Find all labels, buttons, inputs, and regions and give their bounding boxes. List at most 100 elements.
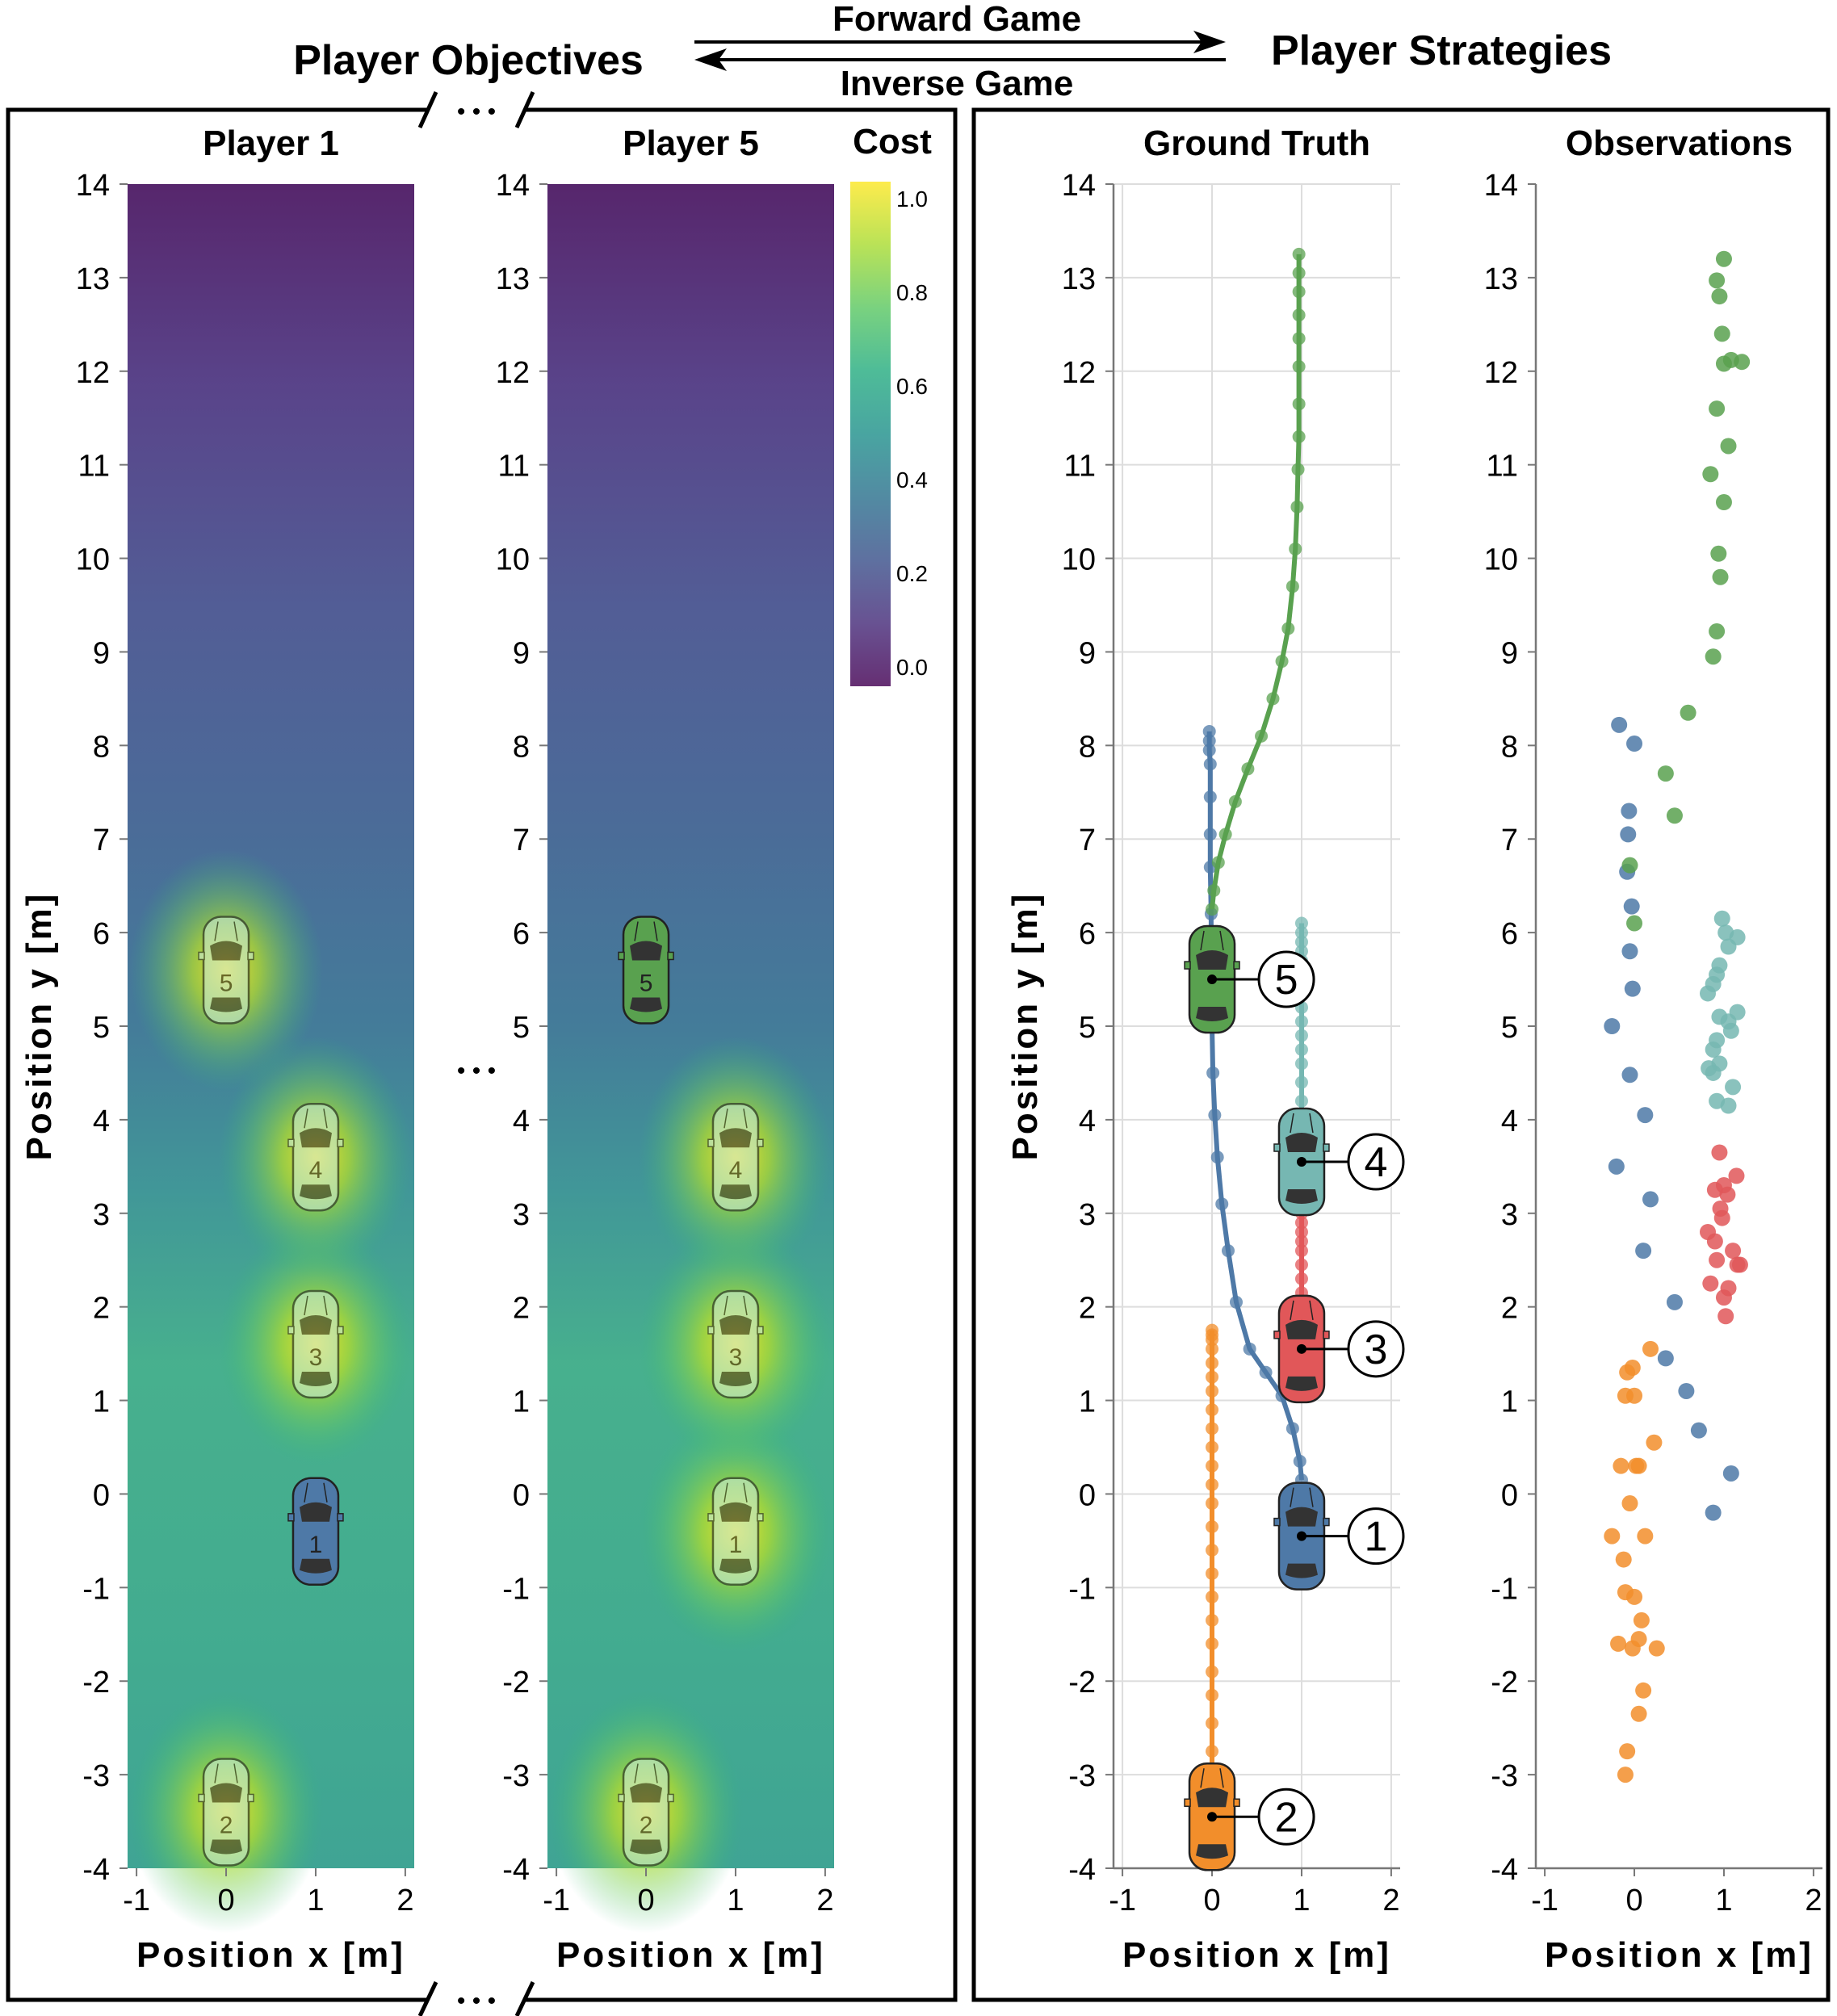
y-tick-label: 9: [1079, 636, 1096, 670]
frame-break-bottom-left: [417, 1980, 438, 2016]
y-tick-label: 1: [1079, 1385, 1096, 1419]
observation-point: [1621, 943, 1638, 960]
y-tick-label: -2: [1068, 1666, 1096, 1700]
x-tick-label: 2: [1382, 1884, 1399, 1918]
car-hood-line: [1290, 1487, 1294, 1507]
y-tick-label: 3: [93, 1198, 110, 1232]
trajectory-point: [1206, 1384, 1219, 1398]
series-player-2: [1206, 1323, 1219, 1819]
car-hood-line: [653, 1763, 658, 1783]
observation-point: [1621, 1495, 1638, 1512]
trajectory-point: [1203, 790, 1217, 804]
chart-panel-3: Ground Truth-4-3-2-101234567891011121314…: [1005, 124, 1405, 1975]
car-hood-line: [1309, 1300, 1314, 1320]
x-tick-label: 2: [816, 1884, 833, 1918]
car-hood-line: [304, 1295, 308, 1316]
y-tick-label: 7: [1079, 824, 1096, 857]
observation-point: [1630, 1705, 1647, 1722]
observation-point: [1709, 272, 1726, 289]
y-tick-label: 12: [1062, 356, 1096, 390]
panel-title: Ground Truth: [1143, 124, 1370, 163]
trajectory-point: [1294, 1225, 1308, 1239]
trajectory-point: [1294, 935, 1308, 949]
car-hood-line: [723, 1482, 728, 1503]
observation-point: [1615, 1551, 1632, 1568]
car-hood-line: [743, 1295, 748, 1316]
observation-point: [1610, 1635, 1627, 1652]
y-tick-label: 1: [1501, 1385, 1518, 1419]
y-tick-label: 13: [1062, 262, 1096, 296]
observation-point: [1710, 545, 1727, 562]
car-hood-line: [323, 1482, 328, 1503]
trajectory-point: [1285, 580, 1299, 593]
trajectory-point: [1206, 1477, 1219, 1491]
observation-point: [1621, 857, 1638, 874]
observation-point: [1715, 250, 1732, 267]
trajectory-point: [1292, 359, 1306, 373]
trajectory-point: [1206, 1637, 1219, 1650]
y-tick-label: -4: [1491, 1853, 1518, 1887]
trajectory-point: [1202, 744, 1216, 757]
x-tick-label: 1: [307, 1884, 324, 1918]
y-tick-label: 13: [1484, 262, 1518, 296]
colorbar-tick-label: 0.6: [896, 374, 928, 399]
car-hood-line: [723, 1295, 728, 1316]
colorbar-tick-label: 0.0: [896, 655, 928, 680]
panel-title: Player 1: [203, 124, 339, 163]
car-mirror: [667, 1793, 674, 1803]
observation-point: [1701, 1060, 1717, 1077]
y-tick-label: -2: [1491, 1666, 1518, 1700]
car-hood-line: [653, 921, 658, 941]
y-tick-label: 4: [513, 1104, 530, 1138]
colorbar: Cost 0.0 0.2 0.4 0.6 0.8 1.0: [850, 122, 932, 686]
car-windshield: [299, 1502, 332, 1522]
car-icon: 3: [707, 1289, 764, 1399]
car-mirror: [1323, 1143, 1330, 1152]
car-windshield: [1196, 950, 1229, 970]
panel-ellipsis: • • •: [457, 1058, 496, 1084]
y-tick-label: -2: [502, 1666, 530, 1700]
trajectory-point: [1294, 1042, 1308, 1056]
car-mirror: [707, 1513, 715, 1522]
trajectory-point: [1206, 1543, 1219, 1557]
y-tick-label: 12: [76, 356, 110, 390]
y-tick-label: 3: [513, 1198, 530, 1232]
car-rear-window: [299, 1372, 332, 1387]
observation-point: [1608, 1158, 1625, 1175]
car-mirror: [1273, 1331, 1281, 1339]
y-tick-label: 8: [1079, 730, 1096, 764]
y-tick-label: -1: [1491, 1572, 1518, 1606]
observation-point: [1657, 765, 1674, 782]
trajectory-point: [1290, 500, 1304, 513]
trajectory-point: [1281, 622, 1295, 635]
y-tick-label: 2: [1501, 1292, 1518, 1326]
car-icon: 2: [198, 1758, 254, 1867]
series-player-3: [1700, 1144, 1748, 1325]
y-tick-label: 0: [513, 1478, 530, 1512]
trajectory-point: [1292, 247, 1306, 261]
y-tick-label: 9: [513, 636, 530, 670]
colorbar-ticks: 0.0 0.2 0.4 0.6 0.8 1.0: [896, 187, 928, 680]
trajectory-point: [1285, 1422, 1299, 1436]
car-label: 4: [309, 1157, 323, 1184]
observation-point: [1642, 1340, 1659, 1357]
y-axis-label: Position y [m]: [1005, 892, 1045, 1161]
colorbar-gradient: [850, 182, 891, 686]
trajectory-point: [1255, 729, 1269, 743]
trajectory-point: [1206, 1066, 1220, 1079]
car-windshield: [299, 1128, 332, 1148]
trajectory-point: [1228, 794, 1242, 808]
left-frame: [6, 107, 958, 2002]
car-mirror: [1233, 1798, 1240, 1808]
y-tick-label: 0: [1079, 1478, 1096, 1512]
y-tick-label: -3: [502, 1759, 530, 1793]
car-hood-line: [304, 1109, 308, 1129]
trajectory-point: [1206, 1440, 1219, 1454]
trajectory-point: [1294, 1234, 1308, 1248]
y-tick-label: -1: [502, 1572, 530, 1606]
observation-point: [1709, 400, 1726, 417]
y-tick-label: -4: [1068, 1853, 1096, 1887]
observation-point: [1734, 354, 1751, 371]
observation-point: [1611, 716, 1628, 733]
